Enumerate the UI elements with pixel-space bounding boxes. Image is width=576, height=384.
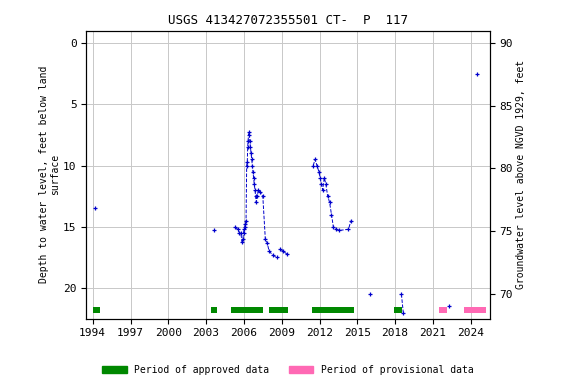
Legend: Period of approved data, Period of provisional data: Period of approved data, Period of provi… (98, 361, 478, 379)
Title: USGS 413427072355501 CT-  P  117: USGS 413427072355501 CT- P 117 (168, 14, 408, 27)
Bar (439, 307, 447, 313)
Y-axis label: Groundwater level above NGVD 1929, feet: Groundwater level above NGVD 1929, feet (516, 60, 525, 289)
Bar (230, 307, 263, 313)
Bar (211, 307, 218, 313)
Bar (394, 307, 402, 313)
Y-axis label: Depth to water level, feet below land
surface: Depth to water level, feet below land su… (39, 66, 60, 283)
Bar (269, 307, 288, 313)
Bar (312, 307, 354, 313)
Bar (93, 307, 100, 313)
Bar (464, 307, 486, 313)
